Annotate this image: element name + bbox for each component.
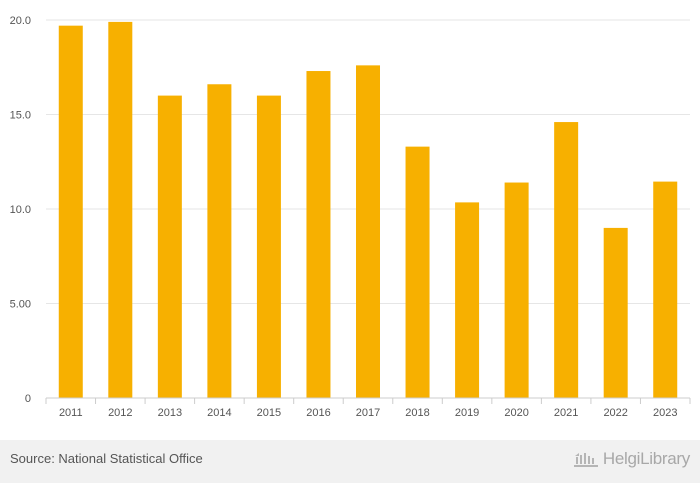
x-tick-label: 2015 — [257, 407, 281, 419]
y-tick-label: 20.0 — [10, 15, 31, 27]
bar-2017 — [356, 65, 380, 399]
bar-2011 — [58, 25, 83, 398]
x-tick-label: 2014 — [207, 407, 231, 419]
x-tick-label: 2017 — [356, 407, 380, 419]
y-tick-label: 5.00 — [10, 299, 31, 311]
footer-band — [0, 440, 700, 483]
x-tick-label: 2016 — [306, 407, 330, 419]
bar-2014 — [207, 84, 232, 398]
bars — [58, 21, 678, 399]
x-tick-label: 2013 — [158, 407, 182, 419]
x-tick-label: 2011 — [59, 407, 83, 419]
y-tick-label: 15.0 — [10, 110, 31, 122]
bar-2013 — [157, 95, 182, 398]
source-note: Source: National Statistical Office — [10, 451, 203, 466]
x-tick-label: 2012 — [108, 407, 132, 419]
brand-name: HelgiLibrary — [602, 449, 690, 468]
x-tick-label: 2020 — [504, 407, 528, 419]
x-tick-label: 2019 — [455, 407, 479, 419]
y-tick-label: 10.0 — [10, 204, 31, 216]
y-axis-ticks: 0 5.00 10.0 15.0 20.0 — [10, 15, 31, 405]
bar-2020 — [504, 182, 529, 398]
y-tick-label: 0 — [25, 393, 31, 405]
bar-2022 — [603, 227, 628, 398]
library-building-icon — [573, 453, 598, 467]
bar-2018 — [405, 146, 430, 398]
x-tick-label: 2022 — [603, 407, 627, 419]
bar-2021 — [554, 122, 579, 398]
bar-2015 — [256, 95, 281, 398]
x-tick-label: 2021 — [554, 407, 578, 419]
bar-2016 — [306, 71, 331, 398]
bar-2023 — [653, 181, 678, 398]
bar-2012 — [108, 21, 133, 398]
x-tick-label: 2023 — [653, 407, 677, 419]
brand-logo: HelgiLibrary — [573, 449, 690, 469]
bar-2019 — [455, 202, 480, 398]
x-axis-ticks: 2011 2012 2013 2014 2015 2016 2017 2018 2019 2020… — [45, 398, 691, 419]
x-tick-label: 2018 — [405, 407, 429, 419]
